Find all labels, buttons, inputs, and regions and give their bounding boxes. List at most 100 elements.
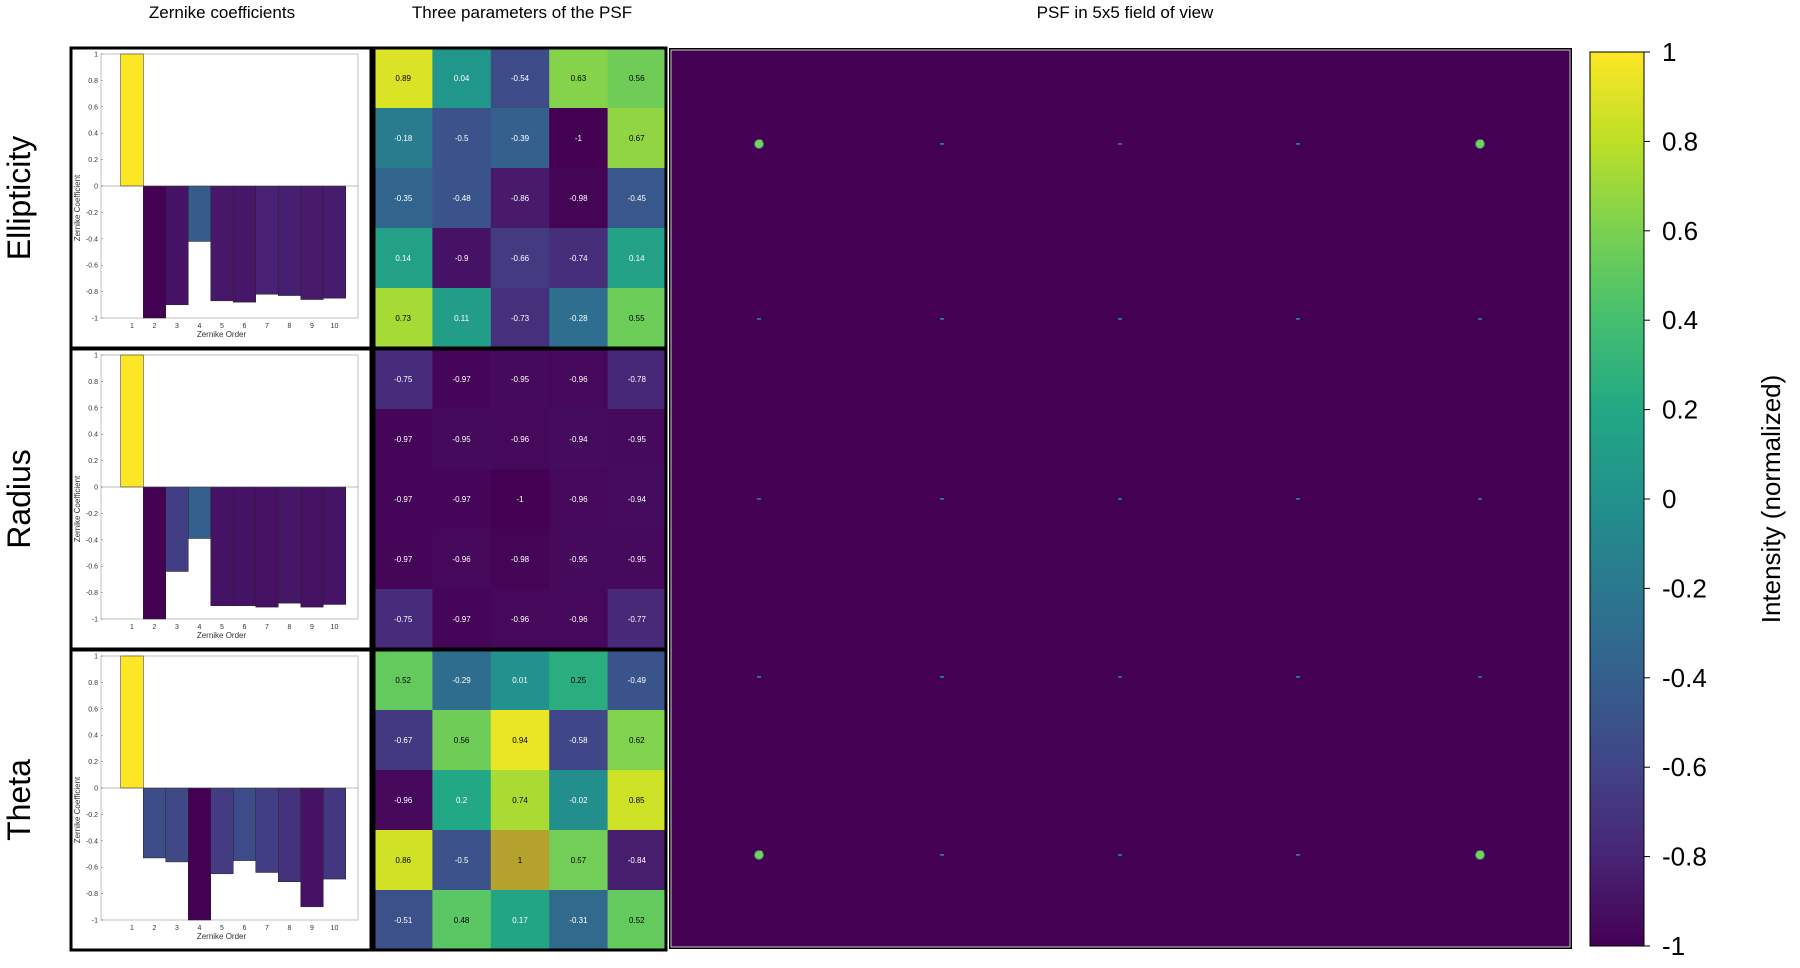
zernike-bar-7	[255, 486, 279, 608]
param-heatmap-cell	[607, 650, 667, 711]
param-heatmap-cell	[490, 890, 550, 951]
param-heatmap-cell	[432, 710, 492, 771]
param-heatmap-cell	[549, 650, 608, 711]
param-heatmap-cell-label: 0.55	[629, 314, 645, 323]
zernike-ytick-label: -0.4	[86, 537, 98, 544]
psf-spot	[1118, 143, 1122, 145]
zernike-xtick-label: 6	[243, 323, 247, 330]
psf-spot	[1296, 498, 1300, 500]
zernike-ytick-label: -0.6	[86, 865, 98, 872]
zernike-ylabel: Zernike Coefficient	[73, 776, 82, 843]
zernike-bar-8	[278, 486, 301, 604]
psf-spot-lobe	[759, 850, 763, 854]
zernike-ytick-label: 1	[94, 353, 98, 360]
param-heatmap-cell-label: -0.58	[569, 736, 588, 745]
param-heatmap-cell-label: -0.75	[394, 615, 413, 624]
param-heatmap-cell	[432, 890, 492, 951]
param-heatmap-cell-label: -0.94	[569, 435, 588, 444]
zernike-bar-4	[188, 787, 211, 921]
param-heatmap-cell-label: 0.85	[629, 796, 645, 805]
colorbar-tick-label: 1	[1662, 37, 1676, 67]
zernike-xtick-label: 8	[288, 925, 292, 932]
param-heatmap-cell	[374, 529, 433, 590]
param-heatmap-theta: 0.52 -0.29 0.01 0.25 -0.49 -0.67 0.56 0.94 -0.58…	[372, 648, 668, 952]
param-heatmap-cell-label: -0.5	[455, 856, 469, 865]
zernike-ytick-label: -0.8	[86, 891, 98, 898]
zernike-xtick-label: 2	[153, 624, 157, 631]
zernike-ytick-label: 0	[94, 786, 98, 793]
param-heatmap-cell-label: 1	[518, 856, 523, 865]
colorbar-tick-label: 0.8	[1662, 126, 1698, 156]
psf-spot	[1296, 676, 1300, 678]
param-heatmap-cell	[374, 830, 433, 891]
zernike-bar-7	[255, 185, 279, 295]
zernike-ytick-label: 0.6	[88, 405, 98, 412]
param-heatmap-cell	[374, 890, 433, 951]
param-heatmap-cell	[549, 409, 608, 470]
param-heatmap-cell-label: 0.14	[395, 254, 411, 263]
psf-spot	[1478, 318, 1482, 320]
zernike-xtick-label: 6	[243, 925, 247, 932]
psf-spot	[1118, 676, 1122, 678]
zernike-ytick-label: 0.4	[88, 131, 98, 138]
colorbar-tick-label: 0.4	[1662, 305, 1698, 335]
param-heatmap-cell-label: -0.97	[394, 495, 413, 504]
colorbar-gradient	[1589, 51, 1645, 947]
param-heatmap-cell	[432, 48, 492, 109]
param-heatmap-cell	[607, 108, 667, 169]
param-heatmap-cell	[374, 710, 433, 771]
param-heatmap-cell-label: -0.98	[511, 555, 530, 564]
param-heatmap-cell-label: -0.5	[455, 134, 469, 143]
zernike-xtick-label: 6	[243, 624, 247, 631]
zernike-panel-ellipticity: -1 -0.8 -0.6 -0.4 -0.2 0 0.2 0.4 0.6 0.8 1 1 2 3 4 5 6 7 8…	[69, 46, 373, 350]
param-heatmap-cell	[490, 48, 550, 109]
param-heatmap-cell	[490, 529, 550, 590]
param-heatmap-cell-label: -0.96	[569, 495, 588, 504]
param-heatmap-cell-label: -0.75	[394, 375, 413, 384]
param-heatmap-cell-label: 0.86	[395, 856, 411, 865]
param-heatmap-cell-label: -0.02	[569, 796, 588, 805]
zernike-xtick-label: 5	[220, 624, 224, 631]
param-heatmap-cell-label: 0.11	[454, 314, 470, 323]
zernike-xtick-label: 7	[265, 925, 269, 932]
param-heatmap-cell	[549, 890, 608, 951]
psf-spot	[1478, 498, 1482, 500]
param-heatmap-cell-label: -0.86	[511, 194, 530, 203]
param-heatmap-cell-label: 0.56	[629, 74, 645, 83]
row-label-ellipticity: Ellipticity	[1, 136, 37, 260]
param-heatmap-cell-label: -0.73	[511, 314, 530, 323]
param-heatmap-cell	[607, 48, 667, 109]
param-heatmap-cell-label: 0.04	[454, 74, 470, 83]
param-heatmap-cell	[549, 830, 608, 891]
colorbar-tick-label: -0.6	[1662, 752, 1707, 782]
zernike-bar-8	[278, 787, 301, 882]
param-heatmap-cell	[374, 349, 433, 410]
param-heatmap-cell	[607, 830, 667, 891]
param-heatmap-cell	[549, 589, 608, 650]
param-heatmap-cell-label: -0.96	[452, 555, 471, 564]
param-heatmap-cell-label: 0.14	[629, 254, 645, 263]
param-heatmap-cell-label: -0.49	[628, 676, 647, 685]
zernike-xtick-label: 1	[130, 624, 134, 631]
param-heatmap-cell-label: -1	[575, 134, 583, 143]
zernike-bar-10	[323, 787, 346, 880]
param-heatmap-cell-label: -0.31	[569, 916, 588, 925]
zernike-xtick-label: 4	[198, 925, 202, 932]
column-title-zernike: Zernike coefficients	[149, 3, 295, 22]
zernike-bar-1	[120, 53, 144, 187]
colorbar-tick-label: 0.2	[1662, 395, 1698, 425]
param-heatmap-cell	[432, 168, 492, 229]
zernike-xtick-label: 10	[331, 323, 339, 330]
param-heatmap-cell	[374, 228, 433, 289]
param-heatmap-cell	[607, 228, 667, 289]
zernike-xtick-label: 8	[288, 323, 292, 330]
zernike-bar-3	[165, 486, 189, 572]
param-heatmap-cell-label: -0.96	[394, 796, 413, 805]
psf-spot	[757, 318, 761, 320]
zernike-xtick-label: 10	[331, 925, 339, 932]
zernike-bar-5	[210, 486, 234, 607]
zernike-bar-4	[188, 185, 211, 242]
zernike-ytick-label: 0.8	[88, 680, 98, 687]
zernike-ytick-label: 0	[94, 184, 98, 191]
zernike-panel-theta: -1 -0.8 -0.6 -0.4 -0.2 0 0.2 0.4 0.6 0.8 1 1 2 3 4 5 6 7 8…	[69, 648, 373, 952]
